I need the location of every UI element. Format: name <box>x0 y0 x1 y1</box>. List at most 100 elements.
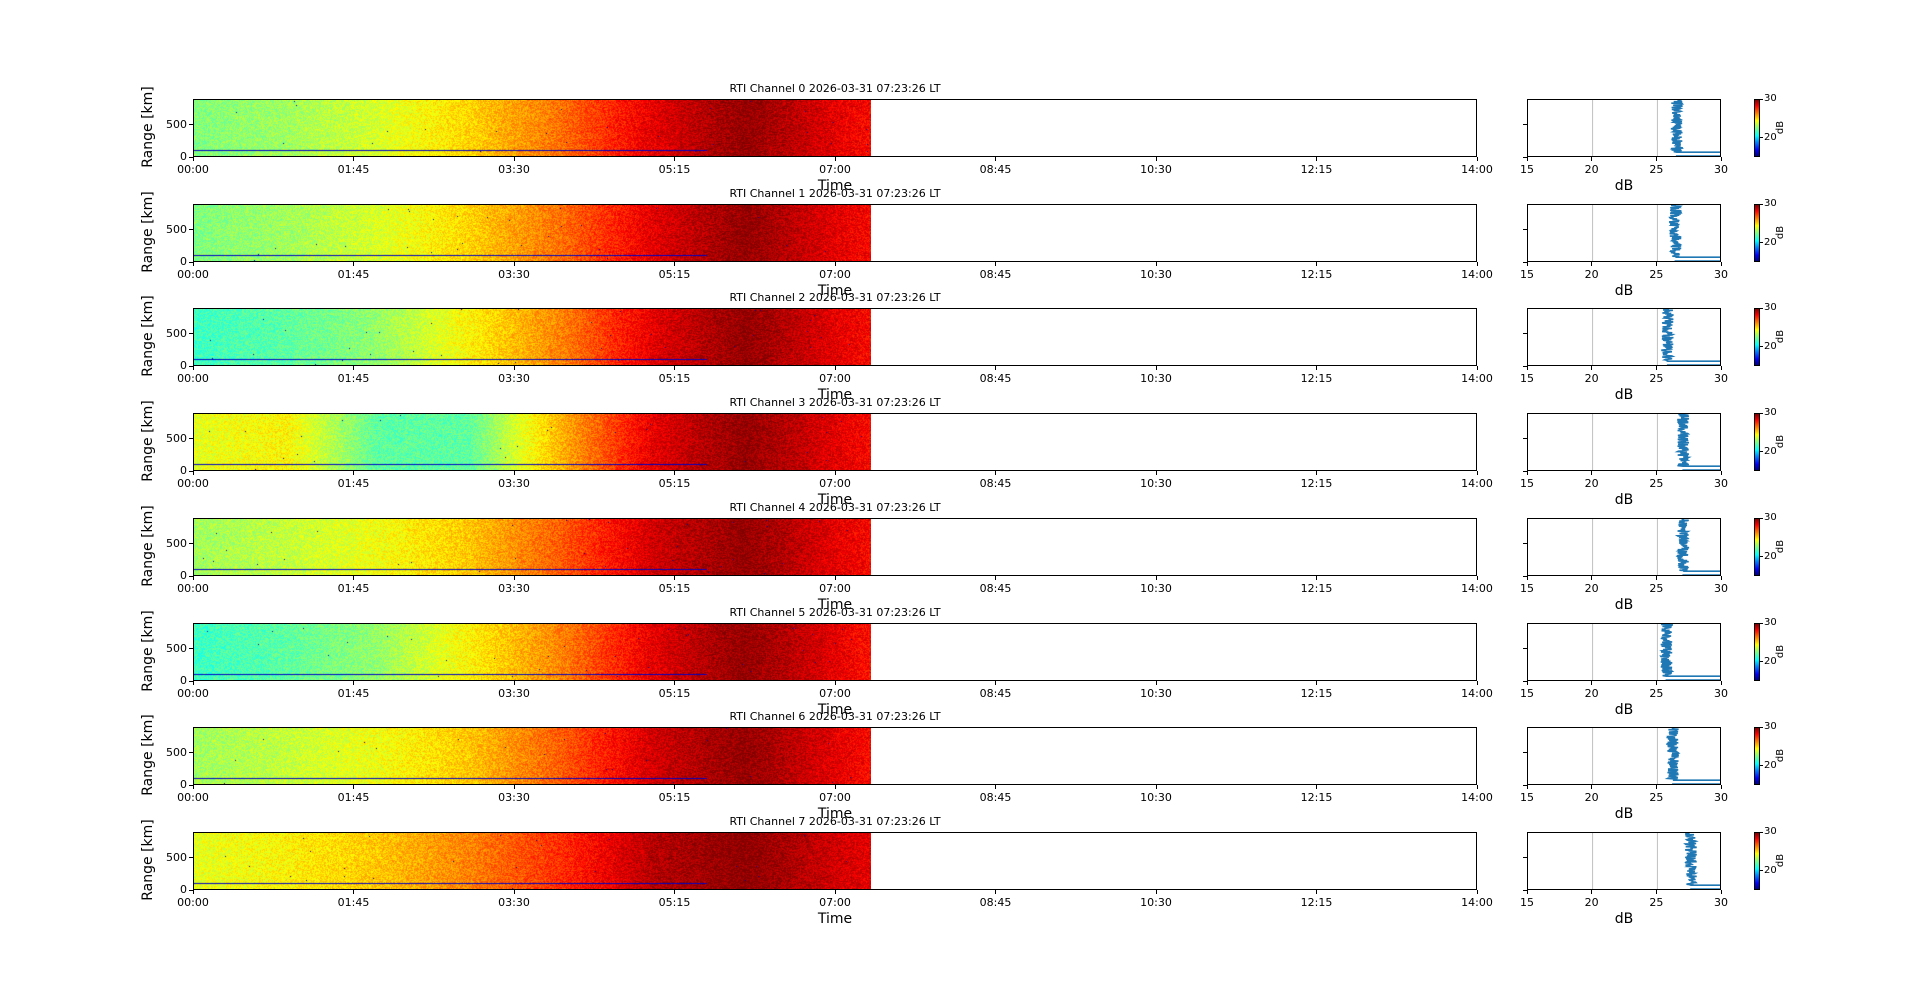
x-tick-label: 03:30 <box>498 372 530 385</box>
x-tick-mark <box>834 471 836 475</box>
x-tick-label: 08:45 <box>979 268 1012 281</box>
x-axis-label: Time <box>817 283 853 299</box>
range-profile-plot <box>1527 832 1721 890</box>
profile-line <box>1668 205 1720 261</box>
y-tick-mark <box>189 333 193 335</box>
range-profile-svg <box>1592 624 1720 680</box>
x-tick-mark <box>353 681 354 685</box>
y-tick-mark <box>189 752 193 754</box>
x-tick-mark <box>1476 471 1478 475</box>
x-tick-label: 01:45 <box>337 896 370 909</box>
colorbar-tick-label: 20 <box>1764 131 1777 143</box>
range-profile-plot <box>1527 413 1721 471</box>
x-tick-mark <box>353 785 354 789</box>
profile-x-tick-mark <box>1655 157 1657 161</box>
rti-heatmap <box>193 623 1477 681</box>
colorbar-tick-label: 20 <box>1764 864 1777 876</box>
profile-x-tick-label: 15 <box>1520 582 1534 595</box>
profile-x-tick-label: 25 <box>1649 896 1664 909</box>
rti-heatmap <box>193 204 1477 262</box>
profile-x-tick-mark <box>1526 366 1528 370</box>
x-tick-label: 01:45 <box>337 477 370 490</box>
range-profile-plot <box>1527 727 1721 785</box>
colorbar <box>1754 727 1760 785</box>
colorbar <box>1754 308 1760 366</box>
profile-y-tick-mark <box>1523 261 1527 263</box>
profile-x-tick-mark <box>1526 785 1528 789</box>
profile-y-tick-mark <box>1523 333 1527 335</box>
x-tick-mark <box>1155 681 1157 685</box>
x-tick-mark <box>1316 262 1317 266</box>
profile-x-tick-label: 15 <box>1520 896 1534 909</box>
colorbar-tick-mark <box>1760 242 1763 244</box>
colorbar-tick-mark <box>1760 661 1763 663</box>
profile-x-tick-mark <box>1720 471 1722 475</box>
x-tick-mark <box>353 890 354 894</box>
x-tick-mark <box>1476 785 1478 789</box>
x-tick-mark <box>834 262 836 266</box>
x-tick-label: 12:15 <box>1300 687 1333 700</box>
profile-line <box>1661 309 1720 365</box>
x-tick-label: 14:00 <box>1461 477 1493 490</box>
x-tick-label: 10:30 <box>1140 372 1172 385</box>
x-tick-label: 00:00 <box>177 163 209 176</box>
colorbar-tick-mark <box>1760 203 1763 205</box>
x-tick-label: 08:45 <box>979 582 1012 595</box>
profile-y-tick-mark <box>1523 648 1527 650</box>
y-tick-label: 500 <box>166 222 187 236</box>
x-tick-label: 01:45 <box>337 163 370 176</box>
profile-y-tick-mark <box>1523 365 1527 367</box>
colorbar-label: dB <box>1775 748 1787 763</box>
x-tick-label: 00:00 <box>177 896 209 909</box>
x-tick-label: 14:00 <box>1461 687 1493 700</box>
profile-x-tick-label: 25 <box>1649 268 1664 281</box>
colorbar-tick-label: 30 <box>1764 407 1777 418</box>
colorbar-tick-label: 20 <box>1764 759 1777 771</box>
profile-x-tick-label: 30 <box>1714 477 1728 490</box>
x-tick-mark <box>192 890 194 894</box>
chart-title: RTI Channel 3 2026-03-31 07:23:26 LT <box>729 396 941 409</box>
x-tick-mark <box>353 157 354 161</box>
x-tick-mark <box>513 890 515 894</box>
colorbar <box>1754 518 1760 576</box>
x-tick-mark <box>834 681 836 685</box>
y-axis-label: Range [km] <box>140 191 156 273</box>
x-tick-label: 12:15 <box>1300 582 1333 595</box>
x-tick-label: 14:00 <box>1461 163 1493 176</box>
profile-x-tick-mark <box>1720 157 1722 161</box>
profile-x-tick-mark <box>1655 681 1657 685</box>
y-axis-label: Range [km] <box>140 400 156 482</box>
x-tick-mark <box>674 576 675 580</box>
colorbar-tick-mark <box>1760 726 1763 728</box>
profile-x-tick-mark <box>1591 576 1593 580</box>
range-profile-plot <box>1527 518 1721 576</box>
x-tick-label: 05:15 <box>658 791 691 804</box>
x-tick-mark <box>513 471 515 475</box>
rti-heatmap-cells <box>194 100 871 156</box>
x-tick-label: 08:45 <box>979 477 1012 490</box>
profile-x-tick-mark <box>1526 471 1528 475</box>
x-tick-mark <box>1316 785 1317 789</box>
x-tick-label: 10:30 <box>1140 582 1172 595</box>
profile-x-axis-label: dB <box>1614 806 1634 822</box>
profile-y-tick-mark <box>1523 438 1527 440</box>
y-tick-mark <box>189 470 193 472</box>
profile-x-tick-mark <box>1526 157 1528 161</box>
profile-x-tick-mark <box>1591 681 1593 685</box>
y-axis-label: Range [km] <box>140 610 156 692</box>
profile-x-tick-label: 15 <box>1520 791 1534 804</box>
profile-x-tick-mark <box>1655 262 1657 266</box>
range-profile-svg <box>1592 309 1720 365</box>
x-tick-mark <box>353 366 354 370</box>
profile-x-tick-label: 25 <box>1649 477 1664 490</box>
rti-heatmap <box>193 413 1477 471</box>
colorbar <box>1754 413 1760 471</box>
profile-x-tick-mark <box>1720 262 1722 266</box>
x-tick-label: 14:00 <box>1461 268 1493 281</box>
y-tick-label: 0 <box>180 150 187 163</box>
y-tick-mark <box>189 857 193 859</box>
profile-x-axis-label: dB <box>1614 387 1634 403</box>
profile-x-tick-label: 15 <box>1520 163 1534 176</box>
x-tick-label: 08:45 <box>979 687 1012 700</box>
